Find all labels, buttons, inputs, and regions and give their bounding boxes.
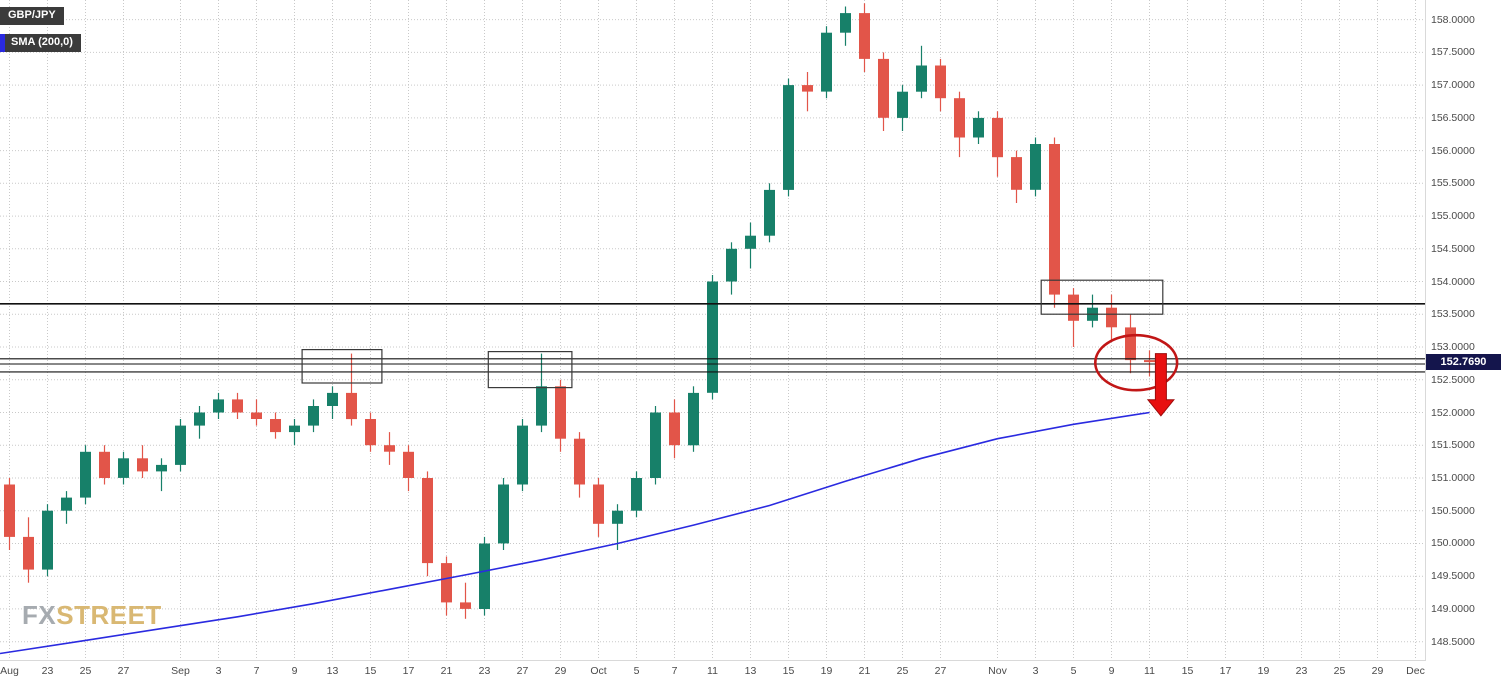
annotation-rectangles [301, 279, 1164, 389]
time-axis-label: 5 [1070, 665, 1077, 677]
price-axis[interactable]: 152.7690 158.0000 157.5000 157.0000 156.500… [1426, 0, 1501, 660]
time-axis-label: 23 [478, 665, 491, 677]
price-axis-label: 156.5000 [1431, 111, 1475, 124]
time-axis-label: Dec [1406, 665, 1425, 677]
time-axis-label: 27 [934, 665, 947, 677]
time-axis[interactable]: Aug 23 25 27 Sep 3 7 9 13 15 17 21 23 27 29 Oct 5 7 11 13 15… [0, 661, 1501, 684]
grid-layer [0, 0, 1425, 660]
price-axis-label: 150.5000 [1431, 504, 1475, 517]
price-axis-label: 153.5000 [1431, 308, 1475, 321]
candles-layer [4, 3, 1155, 619]
time-axis-label: 25 [896, 665, 909, 677]
sma-line [0, 411, 1150, 655]
price-axis-label: 158.0000 [1431, 13, 1475, 26]
time-axis-label: 15 [782, 665, 795, 677]
time-axis-label: 23 [1295, 665, 1308, 677]
indicator-badge: SMA (200,0) [0, 34, 81, 52]
time-axis-label: 29 [554, 665, 567, 677]
highlight-ellipse [1093, 333, 1179, 392]
time-axis-label: 17 [1219, 665, 1232, 677]
chart-plot-area[interactable] [0, 0, 1426, 661]
time-axis-label: 27 [117, 665, 130, 677]
time-axis-label: 5 [633, 665, 640, 677]
price-axis-label: 155.5000 [1431, 177, 1475, 190]
time-axis-label: 11 [707, 665, 718, 677]
time-axis-label: 9 [291, 665, 298, 677]
price-axis-label: 152.5000 [1431, 373, 1475, 386]
price-axis-label: 148.5000 [1431, 635, 1475, 648]
watermark-fx: FX [22, 600, 57, 630]
price-axis-label: 155.0000 [1431, 210, 1475, 223]
time-axis-label: 11 [1144, 665, 1155, 677]
time-axis-label: 15 [1181, 665, 1194, 677]
time-axis-label: 21 [858, 665, 871, 677]
price-axis-label: 152.0000 [1431, 406, 1475, 419]
time-axis-label: 29 [1371, 665, 1384, 677]
time-axis-label: 7 [671, 665, 678, 677]
price-axis-label: 154.5000 [1431, 242, 1475, 255]
price-axis-label: 157.0000 [1431, 79, 1475, 92]
price-axis-label: 154.0000 [1431, 275, 1475, 288]
price-axis-label: 149.5000 [1431, 570, 1475, 583]
time-axis-label: 25 [1333, 665, 1346, 677]
price-axis-label: 151.5000 [1431, 439, 1475, 452]
time-axis-label: 13 [744, 665, 757, 677]
time-axis-label: 17 [402, 665, 415, 677]
price-axis-label: 153.0000 [1431, 341, 1475, 354]
time-axis-label: Aug [0, 665, 19, 677]
time-axis-label: 19 [1257, 665, 1270, 677]
time-axis-label: 27 [516, 665, 529, 677]
time-axis-label: 23 [41, 665, 54, 677]
fxstreet-watermark: FXSTREET [22, 600, 162, 631]
chart-svg[interactable] [0, 0, 1425, 660]
down-arrow [1146, 353, 1175, 417]
watermark-street: STREET [56, 600, 162, 630]
time-axis-label: Nov [988, 665, 1007, 677]
time-axis-label: 7 [253, 665, 260, 677]
price-axis-label: 156.0000 [1431, 144, 1475, 157]
price-axis-label: 149.0000 [1431, 602, 1475, 615]
price-axis-label: 151.0000 [1431, 471, 1475, 484]
support-resistance-lines [0, 302, 1425, 373]
time-axis-label: 19 [820, 665, 833, 677]
time-axis-label: 3 [215, 665, 222, 677]
time-axis-label: 9 [1108, 665, 1115, 677]
price-axis-label: 157.5000 [1431, 46, 1475, 59]
symbol-badge: GBP/JPY [0, 7, 64, 25]
time-axis-label: 21 [440, 665, 453, 677]
time-axis-label: Oct [590, 665, 607, 677]
time-axis-label: 13 [326, 665, 339, 677]
price-axis-label: 150.0000 [1431, 537, 1475, 550]
time-axis-label: 25 [79, 665, 92, 677]
current-price-tag: 152.7690 [1426, 354, 1501, 371]
time-axis-label: 3 [1032, 665, 1039, 677]
time-axis-label: Sep [171, 665, 190, 677]
time-axis-label: 15 [364, 665, 377, 677]
